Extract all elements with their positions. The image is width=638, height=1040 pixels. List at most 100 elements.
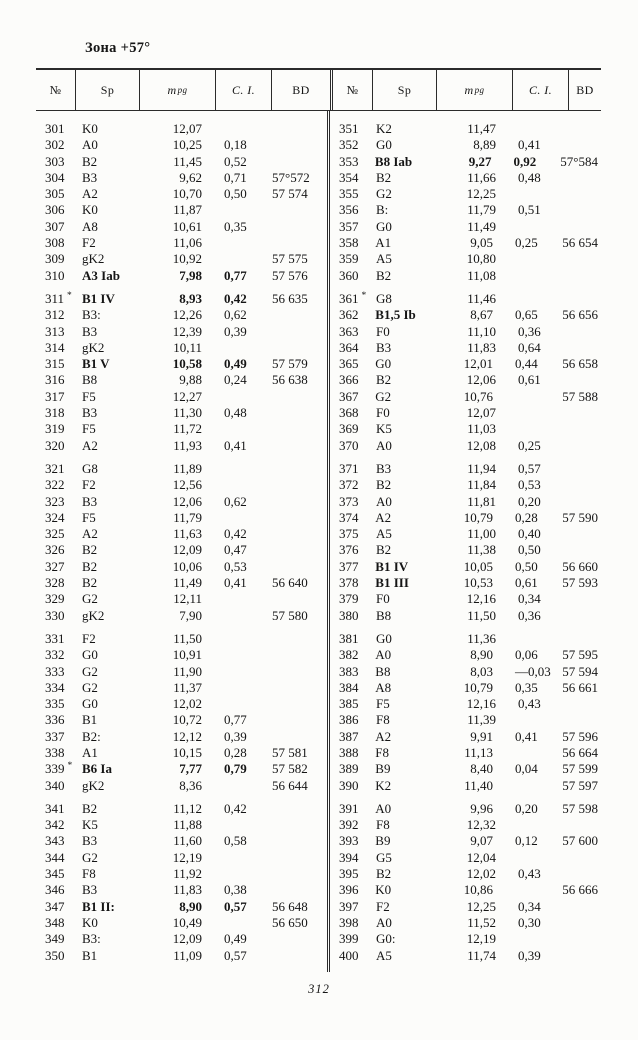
cell-star-number: 377 bbox=[339, 558, 359, 574]
cell-star-number: 400 bbox=[339, 947, 359, 963]
table-row: 370 A0 12,08 0,25 bbox=[330, 438, 598, 454]
table-row: 347 B1 II: 8,90 0,57 56 648 bbox=[36, 899, 327, 915]
cell-color-index: 0,41 bbox=[518, 137, 541, 153]
cell-color-index: 0,28 bbox=[515, 509, 538, 525]
cell-color-index: 0,61 bbox=[515, 575, 538, 591]
cell-photographic-magnitude: 11,36 bbox=[467, 630, 496, 646]
cell-bd-designation bbox=[558, 137, 598, 153]
table-row: 358 A1 9,05 0,25 56 654 bbox=[330, 235, 598, 251]
table-row: 315 B1 V 10,58 0,49 57 579 bbox=[36, 356, 327, 372]
table-row: 355 G2 12,25 bbox=[330, 186, 598, 202]
table-row: 328 B2 11,49 0,41 56 640 bbox=[36, 575, 327, 591]
cell-star-number: 370 bbox=[339, 437, 359, 453]
cell-color-index: —0,03 bbox=[515, 663, 551, 679]
cell-spectral-type: B1 III bbox=[375, 575, 409, 591]
cell-photographic-magnitude: 12,19 bbox=[172, 849, 202, 865]
table-row: 373 A0 11,81 0,20 bbox=[330, 494, 598, 510]
cell-spectral-type: G0 bbox=[82, 696, 98, 712]
cell-photographic-magnitude: 10,05 bbox=[463, 558, 494, 574]
cell-spectral-type: B9 bbox=[375, 761, 391, 777]
cell-bd-designation bbox=[264, 817, 327, 833]
cell-color-index: 0,49 bbox=[224, 931, 247, 947]
cell-color-index: 0,71 bbox=[224, 169, 247, 185]
cell-spectral-type: A0 bbox=[375, 647, 392, 663]
cell-photographic-magnitude: 11,08 bbox=[467, 267, 496, 283]
cell-photographic-magnitude: 10,11 bbox=[173, 339, 202, 355]
cell-color-index: 0,65 bbox=[515, 307, 538, 323]
cell-star-number: 336 bbox=[45, 712, 65, 728]
cell-bd-designation: 57 580 bbox=[272, 607, 308, 623]
cell-spectral-type: F2 bbox=[82, 630, 96, 646]
cell-color-index: 0,77 bbox=[224, 712, 247, 728]
cell-spectral-type: B8 bbox=[376, 607, 392, 623]
cell-star-number: 342 bbox=[45, 817, 65, 833]
cell-bd-designation: 57 599 bbox=[562, 761, 598, 777]
cell-photographic-magnitude: 11,46 bbox=[467, 290, 496, 306]
cell-star-number: 330 bbox=[45, 607, 65, 623]
table-row: 316 B8 9,88 0,24 56 638 bbox=[36, 372, 327, 388]
table-row: 326 B2 12,09 0,47 bbox=[36, 542, 327, 558]
cell-color-index: 0,39 bbox=[518, 947, 541, 963]
cell-spectral-type: A2 bbox=[82, 526, 98, 542]
table-row: 391 A0 9,96 0,20 57 598 bbox=[330, 801, 598, 817]
cell-color-index: 0,18 bbox=[224, 137, 247, 153]
table-row: 384 A8 10,79 0,35 56 661 bbox=[330, 680, 598, 696]
table-row: 361 * G8 11,46 bbox=[330, 291, 598, 307]
table-column-right: 351 K2 11,47 352 G0 8,89 0,41 353 B8 Iab 9,27 0,92… bbox=[330, 111, 598, 972]
cell-bd-designation bbox=[558, 186, 598, 202]
cell-photographic-magnitude: 10,58 bbox=[172, 356, 202, 372]
cell-color-index bbox=[496, 268, 558, 284]
cell-bd-designation: 57 574 bbox=[272, 186, 308, 202]
cell-photographic-magnitude: 10,49 bbox=[172, 914, 202, 930]
cell-spectral-type: A2 bbox=[82, 437, 98, 453]
cell-bd-designation: 57 575 bbox=[272, 251, 308, 267]
table-row: 307 A8 10,61 0,35 bbox=[36, 219, 327, 235]
cell-color-index: 0,57 bbox=[224, 898, 247, 914]
cell-spectral-type: G0 bbox=[376, 218, 392, 234]
cell-photographic-magnitude: 11,09 bbox=[173, 947, 202, 963]
cell-photographic-magnitude: 11,94 bbox=[467, 460, 496, 476]
cell-star-number: 339 * bbox=[45, 760, 73, 777]
cell-spectral-type: F8 bbox=[375, 744, 390, 760]
table-row: 323 B3 12,06 0,62 bbox=[36, 494, 327, 510]
cell-color-index bbox=[202, 631, 264, 647]
cell-spectral-type: B: bbox=[376, 202, 389, 218]
cell-star-number: 329 bbox=[45, 591, 65, 607]
cell-spectral-type: B3 bbox=[82, 882, 98, 898]
cell-star-number: 303 bbox=[45, 153, 65, 169]
cell-spectral-type: B3 bbox=[376, 460, 392, 476]
cell-star-number: 379 bbox=[339, 591, 359, 607]
cell-star-number: 325 bbox=[45, 526, 65, 542]
table-row: 399 G0: 12,19 bbox=[330, 931, 598, 947]
cell-bd-designation bbox=[558, 817, 598, 833]
row-group: 311 * B1 IV 8,93 0,42 56 635 312 B3: 12,26 0,62 31… bbox=[36, 291, 327, 454]
cell-star-number: 359 bbox=[339, 251, 359, 267]
cell-photographic-magnitude: 11,79 bbox=[467, 202, 496, 218]
cell-color-index: 0,79 bbox=[224, 761, 247, 777]
cell-star-number: 331 bbox=[45, 630, 65, 646]
row-group: 391 A0 9,96 0,20 57 598 392 F8 12,32 393 B9 9,07 0,… bbox=[330, 801, 598, 964]
cell-photographic-magnitude: 12,25 bbox=[466, 186, 496, 202]
cell-photographic-magnitude: 8,90 bbox=[470, 647, 494, 663]
cell-bd-designation bbox=[264, 850, 327, 866]
cell-color-index: 0,51 bbox=[518, 202, 541, 218]
cell-photographic-magnitude: 11,47 bbox=[467, 121, 496, 136]
table-row: 317 F5 12,27 bbox=[36, 389, 327, 405]
cell-bd-designation: 56 650 bbox=[272, 914, 308, 930]
cell-photographic-magnitude: 8,03 bbox=[470, 663, 494, 679]
cell-photographic-magnitude: 11,60 bbox=[173, 833, 202, 849]
row-group: 341 B2 11,12 0,42 342 K5 11,88 343 B3 11,60 0,58 34… bbox=[36, 801, 327, 964]
cell-photographic-magnitude: 12,56 bbox=[172, 477, 202, 493]
cell-color-index bbox=[202, 340, 264, 356]
cell-star-number: 376 bbox=[339, 542, 359, 558]
cell-color-index: 0,34 bbox=[518, 898, 541, 914]
cell-bd-designation: 57 588 bbox=[562, 388, 598, 404]
cell-color-index: 0,42 bbox=[224, 290, 247, 306]
ci-label: C. I. bbox=[529, 82, 552, 97]
cell-color-index: 0,25 bbox=[518, 437, 541, 453]
cell-photographic-magnitude: 10,86 bbox=[463, 882, 494, 898]
cell-photographic-magnitude: 11,50 bbox=[467, 607, 496, 623]
cell-photographic-magnitude: 11,52 bbox=[467, 914, 496, 930]
cell-star-number: 394 bbox=[339, 849, 359, 865]
